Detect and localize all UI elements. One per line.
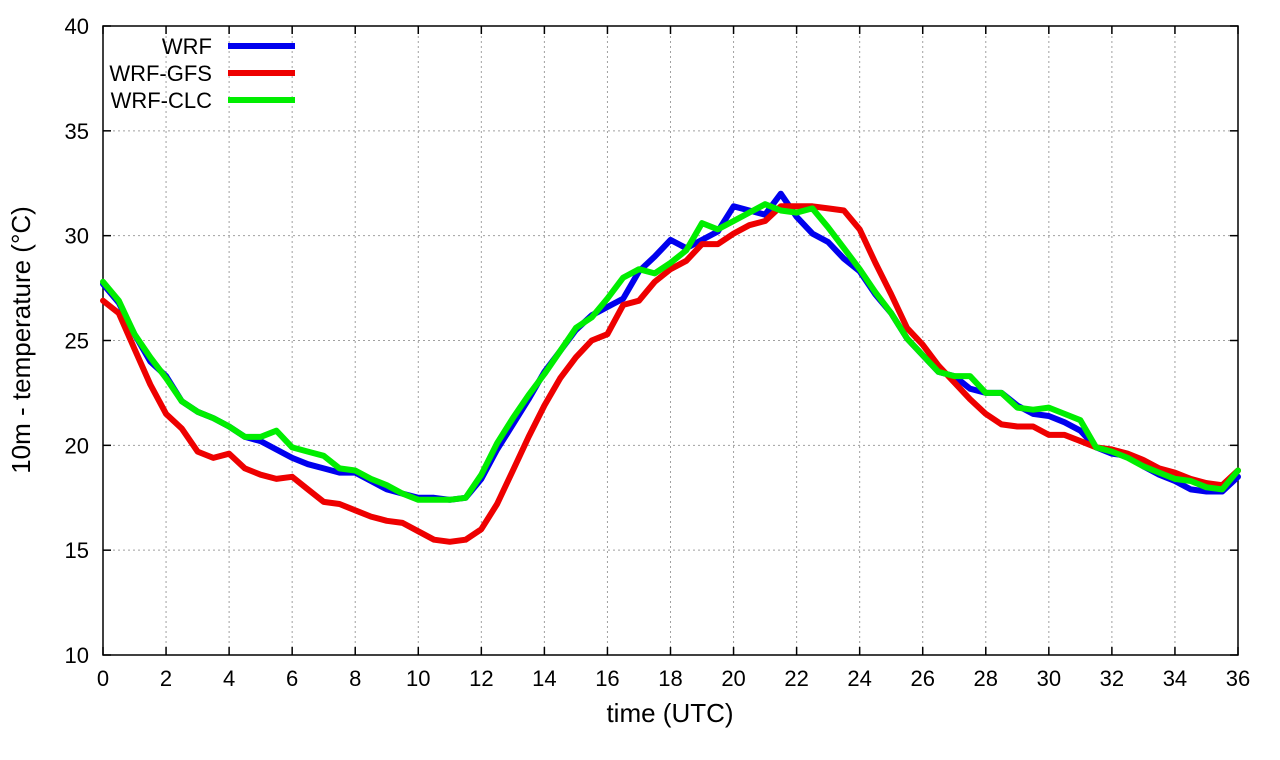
legend-label-wrf-clc: WRF-CLC (111, 88, 213, 113)
series-lines (100, 190, 1241, 545)
x-tick-label: 32 (1100, 666, 1124, 691)
x-tick-label: 2 (160, 666, 172, 691)
x-tick-label: 6 (286, 666, 298, 691)
legend-label-wrf: WRF (162, 34, 212, 59)
x-tick-label: 20 (721, 666, 745, 691)
legend-label-wrf-gfs: WRF-GFS (109, 61, 212, 86)
x-tick-label: 22 (784, 666, 808, 691)
series-line-wrf-gfs (100, 203, 1241, 545)
series-line-wrf-clc (100, 201, 1241, 503)
x-tick-label: 14 (532, 666, 556, 691)
y-tick-label: 35 (65, 119, 89, 144)
x-tick-label: 26 (910, 666, 934, 691)
x-tick-label: 12 (469, 666, 493, 691)
x-axis-ticks: 0 2 4 6 8 10 12 14 16 18 20 22 24 26 28 30 32 34 36 (97, 26, 1250, 691)
x-tick-label: 30 (1037, 666, 1061, 691)
y-tick-label: 30 (65, 224, 89, 249)
y-axis-ticks: 10 15 20 25 30 35 40 (65, 14, 1238, 668)
y-axis-label: 10m - temperature (°C) (6, 206, 36, 474)
y-tick-label: 20 (65, 433, 89, 458)
y-tick-label: 25 (65, 329, 89, 354)
y-tick-label: 10 (65, 643, 89, 668)
x-tick-label: 34 (1163, 666, 1187, 691)
y-tick-label: 15 (65, 538, 89, 563)
x-tick-label: 28 (974, 666, 998, 691)
series-line-wrf (100, 190, 1241, 503)
x-tick-label: 16 (595, 666, 619, 691)
x-tick-label: 36 (1226, 666, 1250, 691)
x-tick-label: 0 (97, 666, 109, 691)
x-tick-label: 8 (349, 666, 361, 691)
x-tick-label: 18 (658, 666, 682, 691)
x-axis-label: time (UTC) (606, 698, 733, 728)
x-tick-label: 24 (847, 666, 871, 691)
x-tick-label: 10 (406, 666, 430, 691)
y-tick-label: 40 (65, 14, 89, 39)
x-tick-label: 4 (223, 666, 235, 691)
grid-lines (102, 25, 1239, 656)
